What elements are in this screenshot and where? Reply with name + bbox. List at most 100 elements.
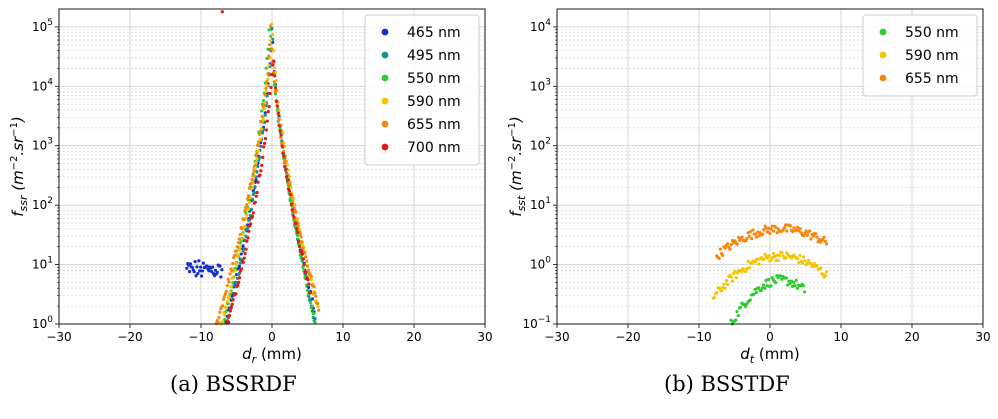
data-point (238, 261, 242, 265)
data-point (237, 264, 242, 268)
data-point (237, 280, 241, 284)
data-point (789, 279, 793, 283)
data-point (297, 227, 302, 231)
data-point (221, 297, 226, 301)
data-point (235, 263, 239, 267)
data-point (234, 292, 238, 296)
data-point (310, 304, 314, 308)
y-tick-label: 101 (32, 256, 53, 272)
data-point (187, 270, 192, 274)
data-point (234, 249, 239, 253)
data-point (263, 101, 267, 105)
data-point (221, 320, 225, 324)
data-point (316, 301, 320, 306)
caption-bssrdf: (a) BSSRDF (170, 372, 297, 396)
data-point (267, 28, 271, 32)
data-point (295, 233, 300, 238)
data-point (249, 222, 253, 226)
data-point (216, 320, 220, 324)
data-point (769, 227, 773, 231)
data-point (748, 298, 752, 302)
data-point (242, 218, 246, 222)
data-point (207, 269, 211, 273)
data-point (280, 144, 284, 148)
data-point (188, 262, 193, 266)
data-point (225, 300, 230, 304)
data-point (262, 141, 267, 145)
data-point (298, 244, 302, 249)
data-point (282, 154, 286, 158)
data-point (774, 258, 778, 262)
data-point (250, 214, 255, 218)
data-point (277, 124, 281, 128)
data-point (260, 114, 264, 118)
data-point (316, 304, 320, 309)
data-point (229, 306, 233, 310)
data-point (222, 294, 227, 299)
data-point (220, 268, 224, 272)
data-point (258, 173, 262, 177)
data-point (201, 261, 206, 265)
data-point (239, 252, 243, 256)
x-tick-label: −10 (686, 330, 711, 344)
data-point (292, 218, 296, 222)
data-point (308, 297, 313, 301)
data-point (259, 169, 263, 173)
data-point (764, 226, 768, 230)
x-tick-label: −30 (46, 330, 71, 344)
data-point (309, 275, 313, 279)
data-point (245, 213, 249, 217)
data-point (757, 262, 761, 266)
data-point (266, 77, 270, 81)
data-point (715, 291, 719, 295)
data-point (261, 117, 266, 121)
data-point (253, 163, 257, 167)
data-point (786, 283, 790, 287)
data-point (729, 318, 733, 322)
data-point (292, 205, 296, 209)
data-point (272, 66, 277, 70)
data-point (301, 265, 305, 270)
data-point (244, 205, 248, 210)
data-point (269, 24, 273, 28)
data-point (751, 228, 755, 232)
data-point (260, 163, 264, 167)
data-point (220, 10, 224, 14)
data-point (247, 207, 251, 211)
data-point (317, 308, 321, 312)
data-point (266, 110, 270, 114)
data-point (241, 232, 245, 236)
data-point (284, 167, 288, 171)
data-point (253, 185, 257, 189)
data-point (824, 242, 829, 246)
data-point (312, 311, 316, 315)
data-point (301, 257, 305, 261)
data-point (226, 320, 231, 324)
data-point (302, 262, 306, 267)
data-point (230, 302, 234, 306)
data-point (295, 227, 299, 231)
data-point (717, 256, 721, 261)
data-point (221, 304, 225, 308)
data-point (257, 140, 261, 144)
data-point (190, 265, 194, 269)
data-point (263, 93, 267, 97)
chart-bssrdf: 100 101 102 103 104 105 −30 −20 −10 0 10 20 30 dr (mm… (9, 8, 493, 366)
data-point (765, 230, 770, 234)
data-point (247, 186, 252, 190)
data-point (750, 236, 754, 241)
data-point (274, 99, 279, 104)
data-point (285, 162, 290, 167)
data-point (759, 289, 763, 293)
data-point (778, 274, 783, 278)
data-point (788, 224, 792, 228)
data-point (724, 278, 729, 283)
data-point (765, 284, 769, 288)
data-point (739, 305, 743, 309)
data-point (246, 226, 250, 230)
data-point (256, 180, 260, 184)
data-point (298, 232, 302, 236)
data-point (213, 268, 218, 272)
data-point (812, 261, 817, 266)
data-point (256, 164, 260, 168)
